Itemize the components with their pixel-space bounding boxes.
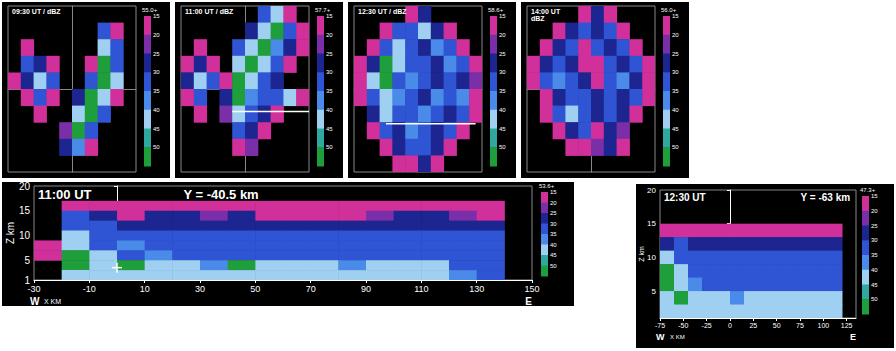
svg-text:11:00 UT: 11:00 UT (38, 187, 92, 202)
svg-text:45: 45 (550, 252, 557, 258)
svg-text:25: 25 (499, 51, 506, 57)
svg-text:20: 20 (871, 208, 878, 214)
svg-text:-50: -50 (678, 322, 688, 329)
svg-text:0: 0 (728, 322, 732, 329)
svg-text:15: 15 (153, 13, 160, 19)
svg-text:50: 50 (672, 144, 679, 150)
svg-text:11:00 UT / dBZ: 11:00 UT / dBZ (185, 8, 234, 15)
svg-text:40: 40 (499, 107, 506, 113)
svg-text:30: 30 (195, 284, 205, 294)
svg-text:5: 5 (652, 287, 657, 296)
svg-text:30: 30 (153, 69, 160, 75)
svg-text:15: 15 (647, 219, 656, 228)
svg-text:150: 150 (524, 284, 539, 294)
svg-text:45: 45 (499, 126, 506, 132)
svg-text:25: 25 (326, 51, 333, 57)
svg-text:50: 50 (871, 296, 878, 302)
svg-text:30: 30 (550, 221, 557, 227)
svg-text:-30: -30 (27, 284, 40, 294)
svg-text:35: 35 (153, 88, 160, 94)
svg-text:-25: -25 (702, 322, 712, 329)
svg-text:40: 40 (153, 107, 160, 113)
svg-text:55.0+: 55.0+ (142, 7, 158, 13)
svg-text:1: 1 (24, 274, 30, 286)
svg-text:5: 5 (24, 255, 30, 266)
svg-text:10: 10 (647, 253, 656, 262)
svg-text:58.6+: 58.6+ (488, 7, 504, 13)
svg-text:25: 25 (749, 322, 757, 329)
svg-text:50: 50 (550, 263, 557, 269)
svg-text:45: 45 (153, 126, 160, 132)
svg-text:dBZ: dBZ (531, 15, 545, 22)
svg-text:15: 15 (672, 13, 679, 19)
svg-text:50: 50 (773, 322, 781, 329)
svg-text:15: 15 (19, 205, 31, 216)
svg-text:30: 30 (326, 69, 333, 75)
svg-text:-75: -75 (655, 322, 665, 329)
svg-text:35: 35 (672, 88, 679, 94)
svg-text:-10: -10 (83, 284, 96, 294)
svg-text:X KM: X KM (670, 334, 685, 340)
svg-text:E: E (525, 296, 532, 307)
svg-text:Z km: Z km (5, 222, 16, 244)
svg-text:45: 45 (326, 126, 333, 132)
svg-text:50: 50 (250, 284, 260, 294)
svg-text:35: 35 (326, 88, 333, 94)
svg-text:53.6+: 53.6+ (539, 183, 555, 189)
svg-text:40: 40 (672, 107, 679, 113)
svg-text:30: 30 (499, 69, 506, 75)
svg-text:30: 30 (871, 237, 878, 243)
svg-text:09:30 UT / dBZ: 09:30 UT / dBZ (12, 8, 61, 15)
svg-text:12:30 UT: 12:30 UT (664, 192, 706, 203)
svg-text:30: 30 (672, 69, 679, 75)
svg-text:W: W (30, 296, 40, 307)
svg-text:10: 10 (140, 284, 150, 294)
svg-text:X KM: X KM (44, 298, 61, 305)
svg-text:15: 15 (871, 193, 878, 199)
svg-text:20: 20 (153, 32, 160, 38)
svg-text:40: 40 (326, 107, 333, 113)
svg-text:40: 40 (550, 242, 557, 248)
svg-text:15: 15 (326, 13, 333, 19)
svg-text:125: 125 (841, 322, 853, 329)
svg-text:57.7+: 57.7+ (315, 7, 331, 13)
svg-text:15: 15 (550, 189, 557, 195)
svg-text:50: 50 (499, 144, 506, 150)
svg-text:25: 25 (550, 210, 557, 216)
svg-text:35: 35 (871, 252, 878, 258)
svg-text:Y = -63 km: Y = -63 km (801, 192, 851, 203)
svg-text:14:00 UT: 14:00 UT (531, 8, 561, 15)
svg-text:35: 35 (499, 88, 506, 94)
svg-text:25: 25 (153, 51, 160, 57)
svg-text:35: 35 (550, 231, 557, 237)
svg-text:W: W (656, 332, 665, 342)
svg-text:15: 15 (499, 13, 506, 19)
svg-text:45: 45 (871, 282, 878, 288)
svg-text:56.0+: 56.0+ (661, 7, 677, 13)
svg-text:Z km: Z km (638, 246, 645, 262)
svg-text:Y = -40.5 km: Y = -40.5 km (183, 187, 258, 202)
svg-text:10: 10 (19, 230, 31, 241)
svg-text:E: E (850, 332, 856, 342)
svg-text:40: 40 (871, 267, 878, 273)
svg-text:12:30 UT / dBZ: 12:30 UT / dBZ (358, 8, 407, 15)
svg-text:100: 100 (817, 322, 829, 329)
svg-text:20: 20 (326, 32, 333, 38)
svg-text:110: 110 (414, 284, 428, 294)
svg-text:20: 20 (647, 186, 656, 195)
svg-text:20: 20 (19, 181, 31, 192)
svg-text:90: 90 (361, 284, 371, 294)
svg-text:45: 45 (672, 126, 679, 132)
svg-text:50: 50 (326, 144, 333, 150)
svg-text:20: 20 (550, 200, 557, 206)
svg-text:25: 25 (672, 51, 679, 57)
svg-text:50: 50 (153, 144, 160, 150)
svg-text:20: 20 (499, 32, 506, 38)
svg-text:20: 20 (672, 32, 679, 38)
svg-text:70: 70 (306, 284, 316, 294)
svg-text:25: 25 (871, 223, 878, 229)
svg-text:75: 75 (796, 322, 804, 329)
svg-text:130: 130 (469, 284, 484, 294)
svg-text:47.3+: 47.3+ (860, 187, 876, 193)
